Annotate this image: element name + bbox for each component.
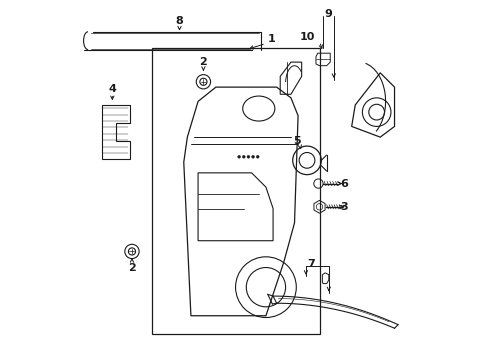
Circle shape	[256, 156, 259, 158]
Circle shape	[246, 156, 249, 158]
Text: 10: 10	[299, 32, 314, 42]
Text: 9: 9	[324, 9, 332, 19]
Text: 2: 2	[128, 262, 136, 273]
Circle shape	[237, 156, 240, 158]
Text: 5: 5	[293, 136, 301, 146]
Bar	[151, 48, 319, 334]
Text: 3: 3	[340, 202, 347, 212]
Text: 4: 4	[108, 84, 116, 94]
Circle shape	[251, 156, 254, 158]
Text: 6: 6	[340, 179, 348, 189]
Circle shape	[242, 156, 244, 158]
Text: 1: 1	[267, 34, 275, 44]
Text: 2: 2	[199, 57, 207, 67]
Text: 8: 8	[175, 16, 183, 26]
Text: 7: 7	[306, 259, 314, 269]
